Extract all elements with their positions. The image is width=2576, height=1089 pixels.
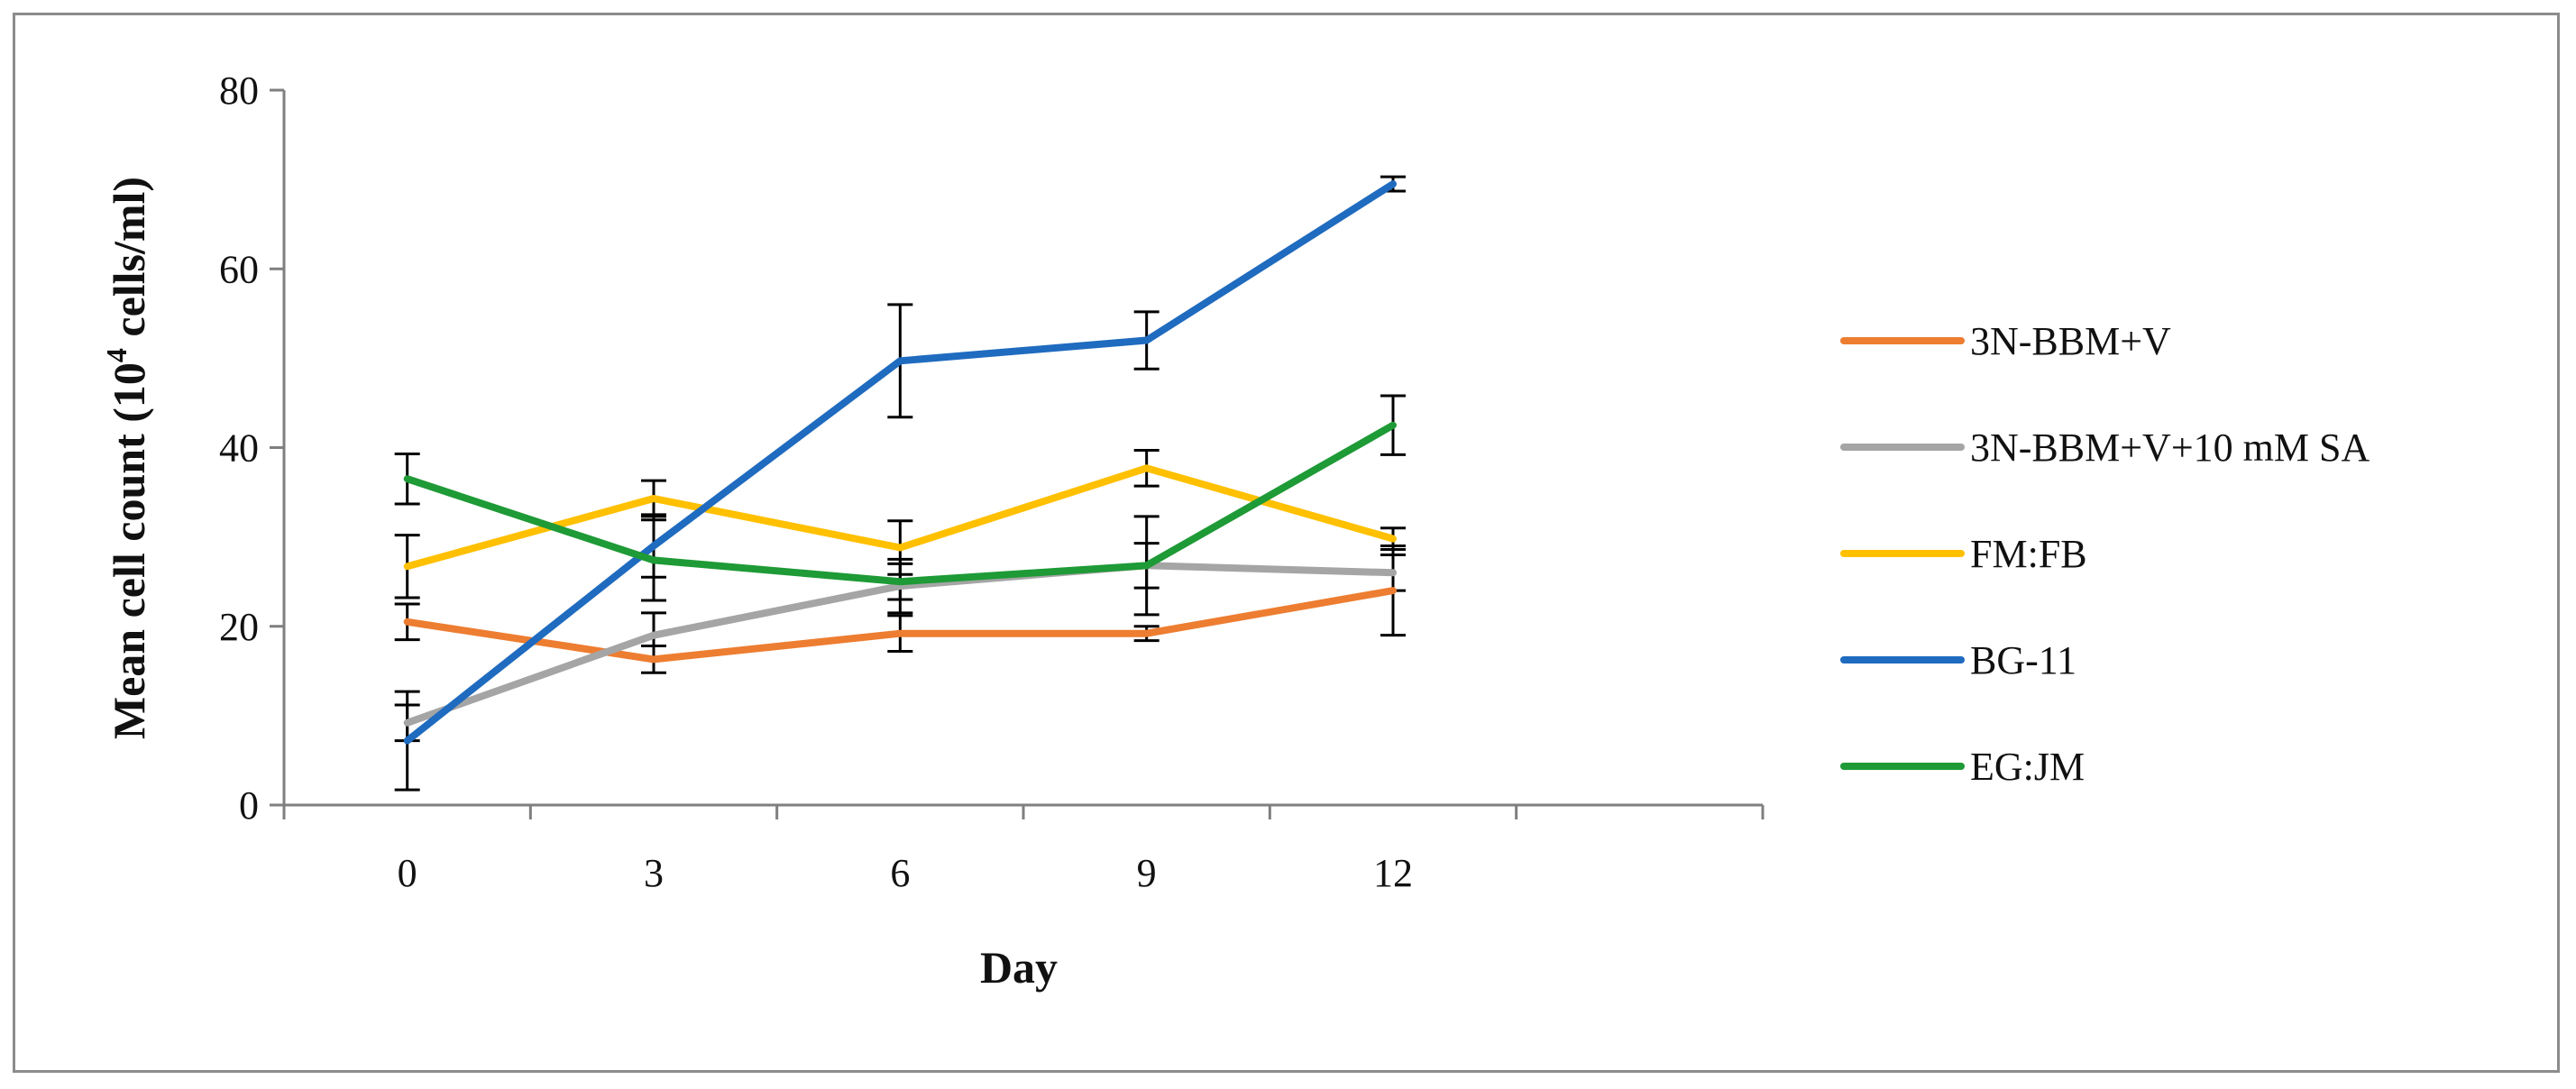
legend-label-bg-11: BG-11 [1970, 638, 2076, 682]
y-axis-title-prefix: Mean cell count (10 [104, 362, 154, 739]
x-tick-label-9: 9 [1137, 851, 1157, 895]
axes: 0 20 40 60 80 0 3 6 9 12 [219, 69, 1765, 895]
series-line-3n-bbm-v [403, 587, 1397, 663]
legend-label-eg-jm: EG:JM [1970, 745, 2085, 789]
legend-entry-bg-11: BG-11 [1840, 638, 2076, 682]
y-tick-label-60: 60 [219, 247, 259, 291]
chart-frame [13, 13, 2560, 1073]
legend-entry-fm-fb: FM:FB [1840, 532, 2087, 576]
legend-label-3n-bbm-v-10-mm-sa: 3N-BBM+V+10 mM SA [1970, 426, 2370, 470]
y-tick-label-40: 40 [219, 426, 259, 471]
legend-entry-3n-bbm-v-10-mm-sa: 3N-BBM+V+10 mM SA [1840, 426, 2370, 470]
x-tick-label-6: 6 [890, 851, 910, 895]
y-tick-label-80: 80 [219, 69, 259, 113]
legend-label-fm-fb: FM:FB [1970, 532, 2087, 576]
series-lines [403, 180, 1397, 745]
y-tick-label-20: 20 [219, 605, 259, 649]
series-line-3n-bbm-v-10-mm-sa [403, 562, 1397, 727]
series-line-bg-11 [403, 180, 1397, 745]
legend-entry-eg-jm: EG:JM [1840, 745, 2085, 789]
y-tick-label-0: 0 [239, 783, 259, 828]
x-axis-title: Day [980, 942, 1058, 993]
legend-entry-3n-bbm-v: 3N-BBM+V [1840, 319, 2171, 363]
legend: 3N-BBM+V 3N-BBM+V+10 mM SA FM:FB BG-11 EG:JM [1840, 319, 2370, 789]
y-axis-title: Mean cell count (104 cells/ml) [100, 177, 154, 739]
x-tick-label-12: 12 [1373, 851, 1413, 895]
y-axis-title-suffix: cells/ml) [104, 177, 154, 348]
series-line-eg-jm [403, 421, 1397, 586]
x-tick-label-3: 3 [644, 851, 664, 895]
series-line-fm-fb [403, 464, 1397, 571]
x-tick-label-0: 0 [398, 851, 417, 895]
y-axis-title-superscript: 4 [100, 348, 133, 362]
axis-labels: Day Mean cell count (104 cells/ml) [100, 177, 1058, 993]
legend-label-3n-bbm-v: 3N-BBM+V [1970, 319, 2171, 363]
